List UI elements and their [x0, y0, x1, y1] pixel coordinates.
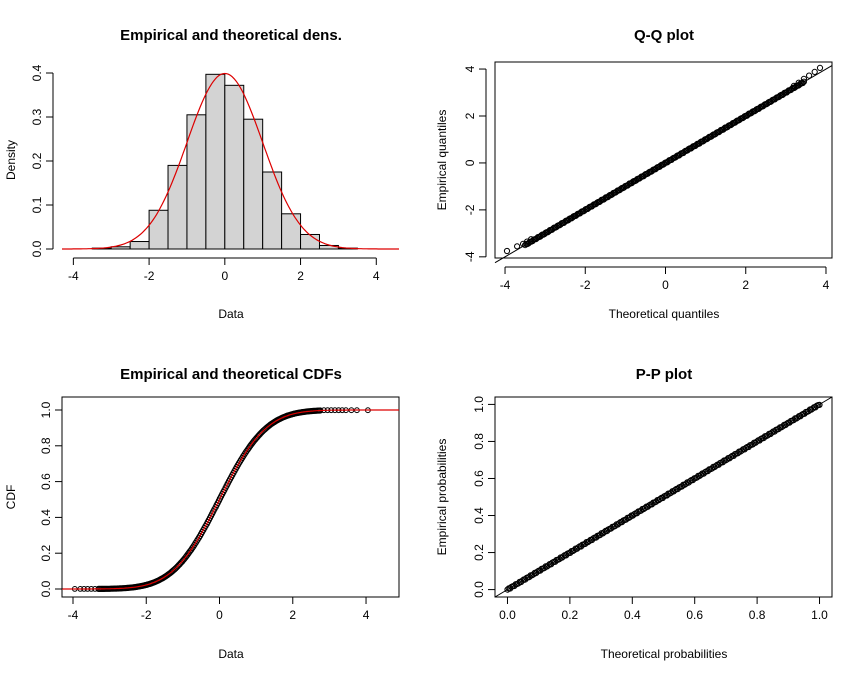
qq-point	[795, 79, 802, 86]
qq-point	[514, 243, 521, 250]
density-y-tick-label: 0.3	[30, 108, 44, 125]
pp-x-tick-label: 0.4	[624, 608, 641, 622]
density-bar	[205, 73, 226, 250]
qq-ylabel: Empirical quantiles	[435, 110, 449, 211]
density-bar	[281, 213, 302, 250]
cdf-theoretical-curve	[62, 409, 399, 590]
density-x-tick-label: 0	[221, 269, 228, 283]
cdf-xlabel: Data	[218, 647, 244, 661]
density-x-tick-label: -4	[68, 269, 79, 283]
pp-y-tick-label: 0.6	[472, 470, 486, 487]
qq-y-tick-label: 2	[463, 112, 477, 119]
cdf-y-tick-label: 0.4	[39, 509, 53, 526]
pp-point	[586, 538, 593, 545]
pp-title: P-P plot	[636, 366, 692, 383]
density-y-tick-label: 0.4	[30, 64, 44, 81]
cdf-title: Empirical and theoretical CDFs	[120, 366, 342, 383]
qq-x-tick-label: 4	[823, 278, 830, 292]
qq-point	[800, 75, 808, 83]
density-bar	[148, 209, 169, 250]
density-ylabel: Density	[4, 140, 18, 180]
qq-point	[790, 82, 798, 90]
cdf-panel: Empirical and theoretical CDFs Data CDF …	[4, 366, 400, 661]
qq-point	[503, 247, 511, 255]
qq-title: Q-Q plot	[634, 27, 694, 44]
pp-point	[727, 453, 735, 460]
pp-y-tick-label: 0.2	[472, 544, 486, 561]
cdf-x-tick-label: -4	[68, 608, 79, 622]
qq-point	[811, 68, 818, 76]
density-y-tick-label: 0.0	[30, 240, 44, 257]
density-bar	[300, 233, 320, 250]
cdf-y-tick-label: 0.6	[39, 473, 53, 490]
pp-xlabel: Theoretical probabilities	[601, 647, 728, 661]
density-bar	[243, 118, 264, 250]
qq-y-tick-label: 4	[463, 65, 477, 72]
pp-x-tick-label: 1.0	[811, 608, 828, 622]
pp-point	[768, 429, 775, 436]
pp-y-tick-label: 0.8	[472, 433, 486, 450]
pp-x-tick-label: 0.8	[749, 608, 766, 622]
cdf-y-tick-label: 1.0	[39, 401, 53, 418]
cdf-y-tick-label: 0.8	[39, 437, 53, 454]
qq-x-tick-label: -4	[500, 278, 511, 292]
cdf-y-tick-label: 0.2	[39, 545, 53, 562]
qq-y-tick-label: 0	[463, 159, 477, 166]
density-x-tick-label: 4	[373, 269, 380, 283]
density-theoretical-curve	[62, 72, 399, 250]
qq-x-tick-label: 0	[662, 278, 669, 292]
qq-point	[816, 64, 824, 72]
pp-y-tick-label: 1.0	[472, 396, 486, 413]
density-bar	[224, 84, 245, 250]
density-bar	[167, 164, 188, 250]
density-title: Empirical and theoretical dens.	[120, 27, 342, 44]
qq-point	[806, 72, 813, 79]
qq-point	[528, 236, 535, 243]
density-bar	[262, 171, 283, 250]
pp-y-tick-label: 0.0	[472, 581, 486, 598]
qq-y-tick-label: -2	[463, 204, 477, 215]
pp-y-tick-label: 0.4	[472, 507, 486, 524]
cdf-y-tick-label: 0.0	[39, 580, 53, 597]
qq-x-tick-label: 2	[742, 278, 749, 292]
qq-point	[799, 79, 806, 87]
cdf-ylabel: CDF	[4, 485, 18, 510]
pp-x-tick-label: 0.2	[562, 608, 579, 622]
cdf-x-tick-label: 2	[289, 608, 296, 622]
density-x-tick-label: 2	[297, 269, 304, 283]
cdf-x-tick-label: -2	[141, 608, 152, 622]
qq-panel: Q-Q plot Theoretical quantiles Empirical…	[435, 27, 833, 321]
density-bar	[129, 241, 150, 250]
qq-y-tick-label: -4	[463, 251, 477, 262]
qq-xlabel: Theoretical quantiles	[609, 307, 720, 321]
qq-frame	[494, 61, 833, 259]
pp-ylabel: Empirical probabilities	[435, 439, 449, 556]
pp-x-tick-label: 0.6	[686, 608, 703, 622]
pp-point	[816, 401, 823, 408]
pp-panel: P-P plot Theoretical probabilities Empir…	[435, 366, 833, 661]
density-x-tick-label: -2	[144, 269, 155, 283]
density-y-tick-label: 0.1	[30, 196, 44, 213]
density-y-tick-label: 0.2	[30, 152, 44, 169]
cdf-x-tick-label: 4	[363, 608, 370, 622]
cdf-x-tick-label: 0	[216, 608, 223, 622]
qq-points	[503, 64, 824, 255]
density-xlabel: Data	[218, 307, 244, 321]
pp-points	[504, 401, 823, 593]
pp-x-tick-label: 0.0	[499, 608, 516, 622]
qq-x-tick-label: -2	[580, 278, 591, 292]
density-panel: Empirical and theoretical dens. Data Den…	[4, 27, 399, 321]
